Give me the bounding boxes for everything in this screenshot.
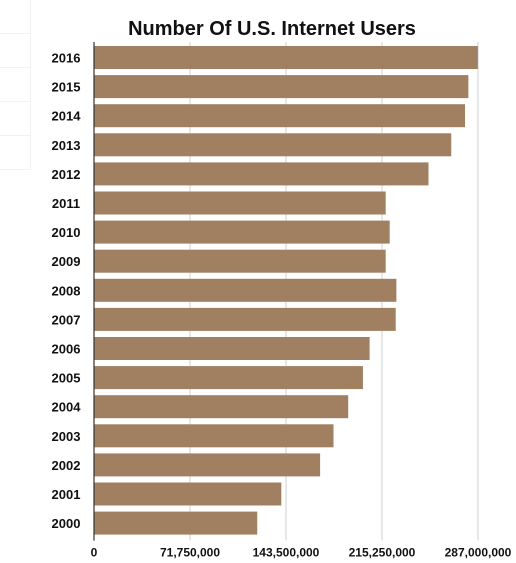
y-tick-label: 2014 — [52, 109, 82, 124]
y-tick-label: 2000 — [52, 516, 81, 531]
bar — [94, 453, 321, 477]
bar — [94, 191, 386, 215]
x-tick-label: 287,000,000 — [445, 546, 512, 560]
bar — [94, 75, 469, 99]
bar — [94, 366, 363, 390]
bar — [94, 133, 452, 157]
y-tick-label: 2004 — [52, 400, 82, 415]
x-tick-label: 215,250,000 — [349, 546, 416, 560]
bar — [94, 395, 349, 419]
y-tick-label: 2016 — [52, 51, 81, 66]
x-tick-label: 0 — [91, 546, 98, 560]
bar — [94, 46, 478, 69]
y-tick-label: 2008 — [52, 283, 81, 298]
bar — [94, 424, 334, 448]
y-tick-label: 2005 — [52, 371, 81, 386]
bar — [94, 337, 370, 360]
bar — [94, 482, 282, 506]
y-tick-label: 2015 — [52, 80, 81, 95]
y-tick-label: 2012 — [52, 167, 81, 182]
y-tick-label: 2011 — [52, 196, 80, 211]
y-tick-label: 2003 — [52, 429, 81, 444]
background-grid-fragment — [0, 0, 31, 170]
x-tick-label: 143,500,000 — [253, 546, 320, 560]
y-tick-label: 2001 — [52, 487, 81, 502]
bar — [94, 278, 397, 302]
y-tick-label: 2009 — [52, 254, 81, 269]
bar — [94, 511, 258, 535]
y-tick-label: 2010 — [52, 225, 81, 240]
bar — [94, 162, 429, 186]
x-tick-label: 71,750,000 — [160, 546, 220, 560]
bar — [94, 249, 386, 273]
y-tick-label: 2013 — [52, 138, 81, 153]
bar — [94, 307, 396, 331]
bar — [94, 104, 466, 128]
y-tick-label: 2006 — [52, 342, 81, 357]
chart-title: Number Of U.S. Internet Users — [128, 18, 416, 40]
y-tick-label: 2002 — [52, 458, 81, 473]
bar — [94, 220, 390, 244]
y-tick-label: 2007 — [52, 312, 81, 327]
